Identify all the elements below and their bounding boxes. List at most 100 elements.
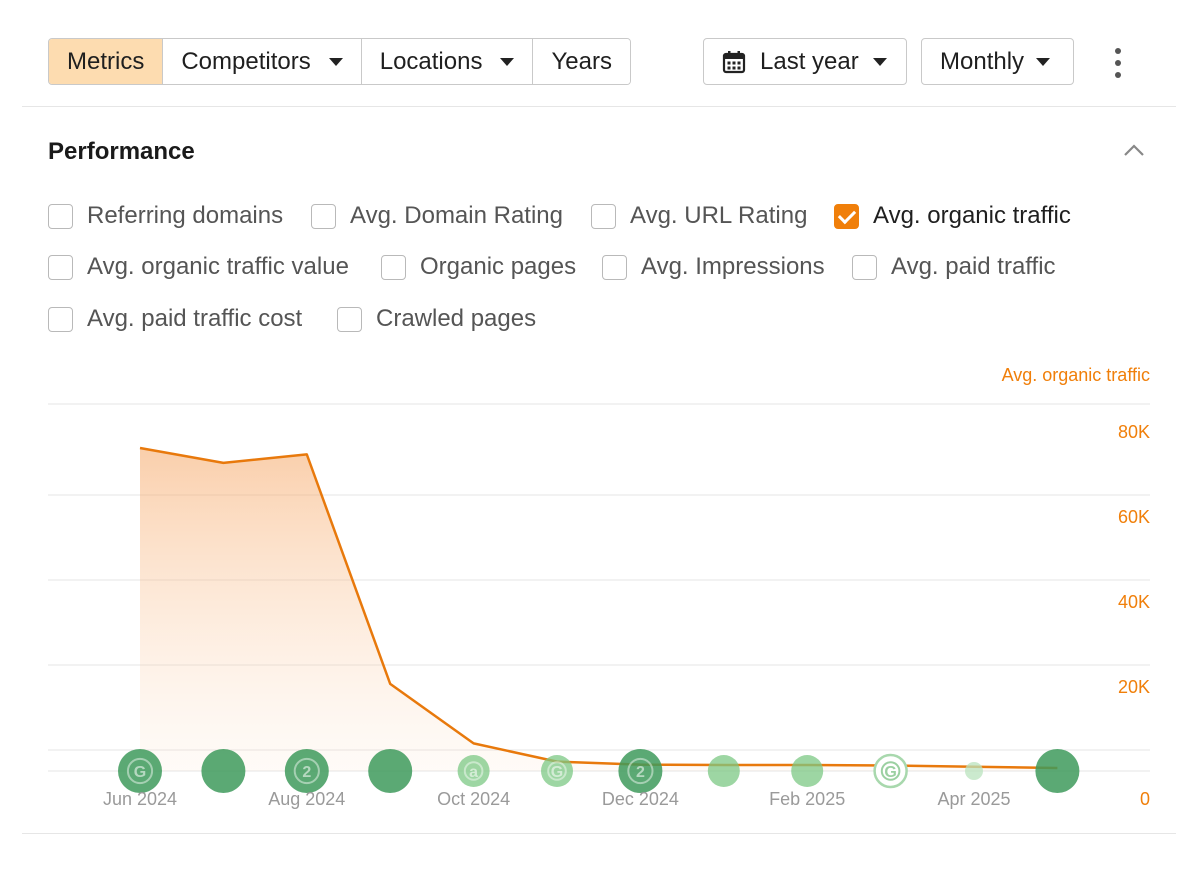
event-marker-circle bbox=[873, 753, 908, 789]
tab-locations-label: Locations bbox=[379, 47, 483, 75]
metric-label: Avg. paid traffic bbox=[891, 253, 1056, 280]
event-marker bbox=[368, 749, 413, 793]
event-marker-letter: a bbox=[469, 764, 478, 781]
metric-avg-impressions[interactable]: Avg. Impressions bbox=[602, 253, 825, 281]
event-marker-circle bbox=[118, 749, 162, 793]
caret-down-icon bbox=[872, 57, 887, 66]
event-marker bbox=[965, 762, 983, 780]
event-marker-ring bbox=[880, 761, 901, 781]
event-marker: G bbox=[541, 755, 573, 787]
event-marker-ring bbox=[463, 761, 484, 781]
event-marker bbox=[1035, 749, 1080, 793]
checkbox-checked[interactable] bbox=[834, 203, 859, 229]
event-marker: 2 bbox=[284, 749, 329, 793]
tab-metrics[interactable]: Metrics bbox=[49, 39, 164, 84]
metric-avg-url-rating[interactable]: Avg. URL Rating bbox=[591, 202, 807, 230]
interval-dropdown[interactable]: Monthly bbox=[921, 38, 1074, 85]
checkbox[interactable] bbox=[602, 254, 627, 280]
x-tick-label: Feb 2025 bbox=[769, 789, 845, 809]
event-marker-letter: 2 bbox=[302, 764, 311, 781]
metric-label: Avg. organic traffic bbox=[873, 202, 1071, 229]
period-label: Last year bbox=[760, 47, 859, 75]
y-tick-label: 20K bbox=[1118, 677, 1150, 697]
checkbox[interactable] bbox=[337, 306, 362, 332]
event-marker-letter: G bbox=[134, 764, 146, 781]
metric-avg-paid-traffic-cost[interactable]: Avg. paid traffic cost bbox=[48, 305, 302, 333]
metric-label: Avg. organic traffic value bbox=[87, 253, 349, 280]
metric-label: Avg. URL Rating bbox=[630, 202, 808, 229]
x-tick-label: Dec 2024 bbox=[602, 789, 679, 809]
event-marker-ring bbox=[126, 757, 154, 785]
event-marker-letter: G bbox=[884, 764, 896, 781]
metric-referring-domains[interactable]: Referring domains bbox=[48, 202, 283, 230]
series-label: Avg. organic traffic bbox=[1002, 365, 1150, 385]
caret-down-icon bbox=[500, 57, 515, 66]
period-dropdown[interactable]: Last year bbox=[703, 38, 907, 85]
event-marker-circle bbox=[368, 749, 413, 793]
x-tick-label: Oct 2024 bbox=[437, 789, 510, 809]
metric-avg-organic-traffic-value[interactable]: Avg. organic traffic value bbox=[48, 253, 349, 281]
metric-label: Referring domains bbox=[87, 202, 284, 229]
y-tick-label: 40K bbox=[1118, 592, 1150, 612]
tab-competitors[interactable]: Competitors bbox=[163, 39, 362, 84]
metric-label: Crawled pages bbox=[376, 305, 537, 332]
metric-label: Avg. Impressions bbox=[641, 253, 825, 280]
y-tick-label: 80K bbox=[1118, 422, 1150, 442]
event-marker: 2 bbox=[618, 749, 663, 793]
event-marker-circle bbox=[791, 755, 824, 787]
chevron-up-icon[interactable] bbox=[1122, 140, 1146, 160]
metric-crawled-pages[interactable]: Crawled pages bbox=[337, 305, 536, 333]
view-tabs: Metrics Competitors Locations Years bbox=[48, 38, 631, 85]
checkbox[interactable] bbox=[48, 254, 73, 280]
interval-label: Monthly bbox=[940, 47, 1025, 75]
event-marker-circle bbox=[541, 755, 573, 787]
organic-traffic-chart: G 2 a G 2 G Avg. organic traffic 80K 60K 40K 20K 0… bbox=[48, 365, 1150, 809]
checkbox[interactable] bbox=[591, 203, 616, 229]
x-tick-label: Jun 2024 bbox=[103, 789, 177, 809]
event-marker-circle bbox=[457, 755, 490, 787]
x-tick-label: Aug 2024 bbox=[268, 789, 345, 809]
event-marker-ring bbox=[627, 757, 654, 785]
event-marker-circle bbox=[965, 762, 983, 780]
event-marker bbox=[791, 755, 824, 787]
y-tick-label: 60K bbox=[1118, 507, 1150, 527]
tab-years[interactable]: Years bbox=[533, 39, 630, 84]
tab-competitors-label: Competitors bbox=[181, 47, 311, 75]
checkbox[interactable] bbox=[48, 306, 73, 332]
event-marker-letter: G bbox=[551, 764, 563, 781]
event-marker-ring bbox=[547, 761, 567, 781]
event-marker-circle bbox=[1035, 749, 1080, 793]
event-marker-circle bbox=[707, 755, 740, 787]
section-title: Performance bbox=[48, 138, 195, 165]
y-tick-label: 0 bbox=[1140, 789, 1150, 809]
metric-avg-paid-traffic[interactable]: Avg. paid traffic bbox=[852, 253, 1056, 281]
checkbox[interactable] bbox=[381, 254, 406, 280]
event-marker-circle bbox=[618, 749, 663, 793]
metric-avg-organic-traffic[interactable]: Avg. organic traffic bbox=[834, 202, 1071, 230]
metric-label: Avg. Domain Rating bbox=[350, 202, 563, 229]
chart-bottom-divider bbox=[22, 833, 1176, 834]
toolbar-divider bbox=[22, 106, 1176, 107]
metric-organic-pages[interactable]: Organic pages bbox=[381, 253, 576, 281]
caret-down-icon bbox=[1036, 57, 1051, 66]
checkbox[interactable] bbox=[852, 254, 877, 280]
event-marker bbox=[707, 755, 740, 787]
kebab-menu-icon[interactable] bbox=[1110, 48, 1126, 78]
calendar-icon bbox=[722, 50, 746, 73]
checkbox[interactable] bbox=[48, 203, 73, 229]
traffic-area bbox=[140, 448, 1058, 771]
x-tick-label: Apr 2025 bbox=[937, 789, 1010, 809]
event-marker: a bbox=[457, 755, 490, 787]
tab-locations[interactable]: Locations bbox=[361, 39, 534, 84]
event-marker: G bbox=[873, 753, 908, 789]
caret-down-icon bbox=[328, 57, 343, 66]
tab-years-label: Years bbox=[551, 47, 612, 75]
metric-label: Organic pages bbox=[420, 253, 577, 280]
event-marker-letter: 2 bbox=[636, 764, 645, 781]
event-marker-circle bbox=[284, 749, 329, 793]
checkbox[interactable] bbox=[311, 203, 336, 229]
metric-label: Avg. paid traffic cost bbox=[87, 305, 303, 332]
view-toolbar: Metrics Competitors Locations Years bbox=[48, 38, 631, 85]
event-marker-circle bbox=[201, 749, 246, 793]
metric-avg-domain-rating[interactable]: Avg. Domain Rating bbox=[311, 202, 563, 230]
